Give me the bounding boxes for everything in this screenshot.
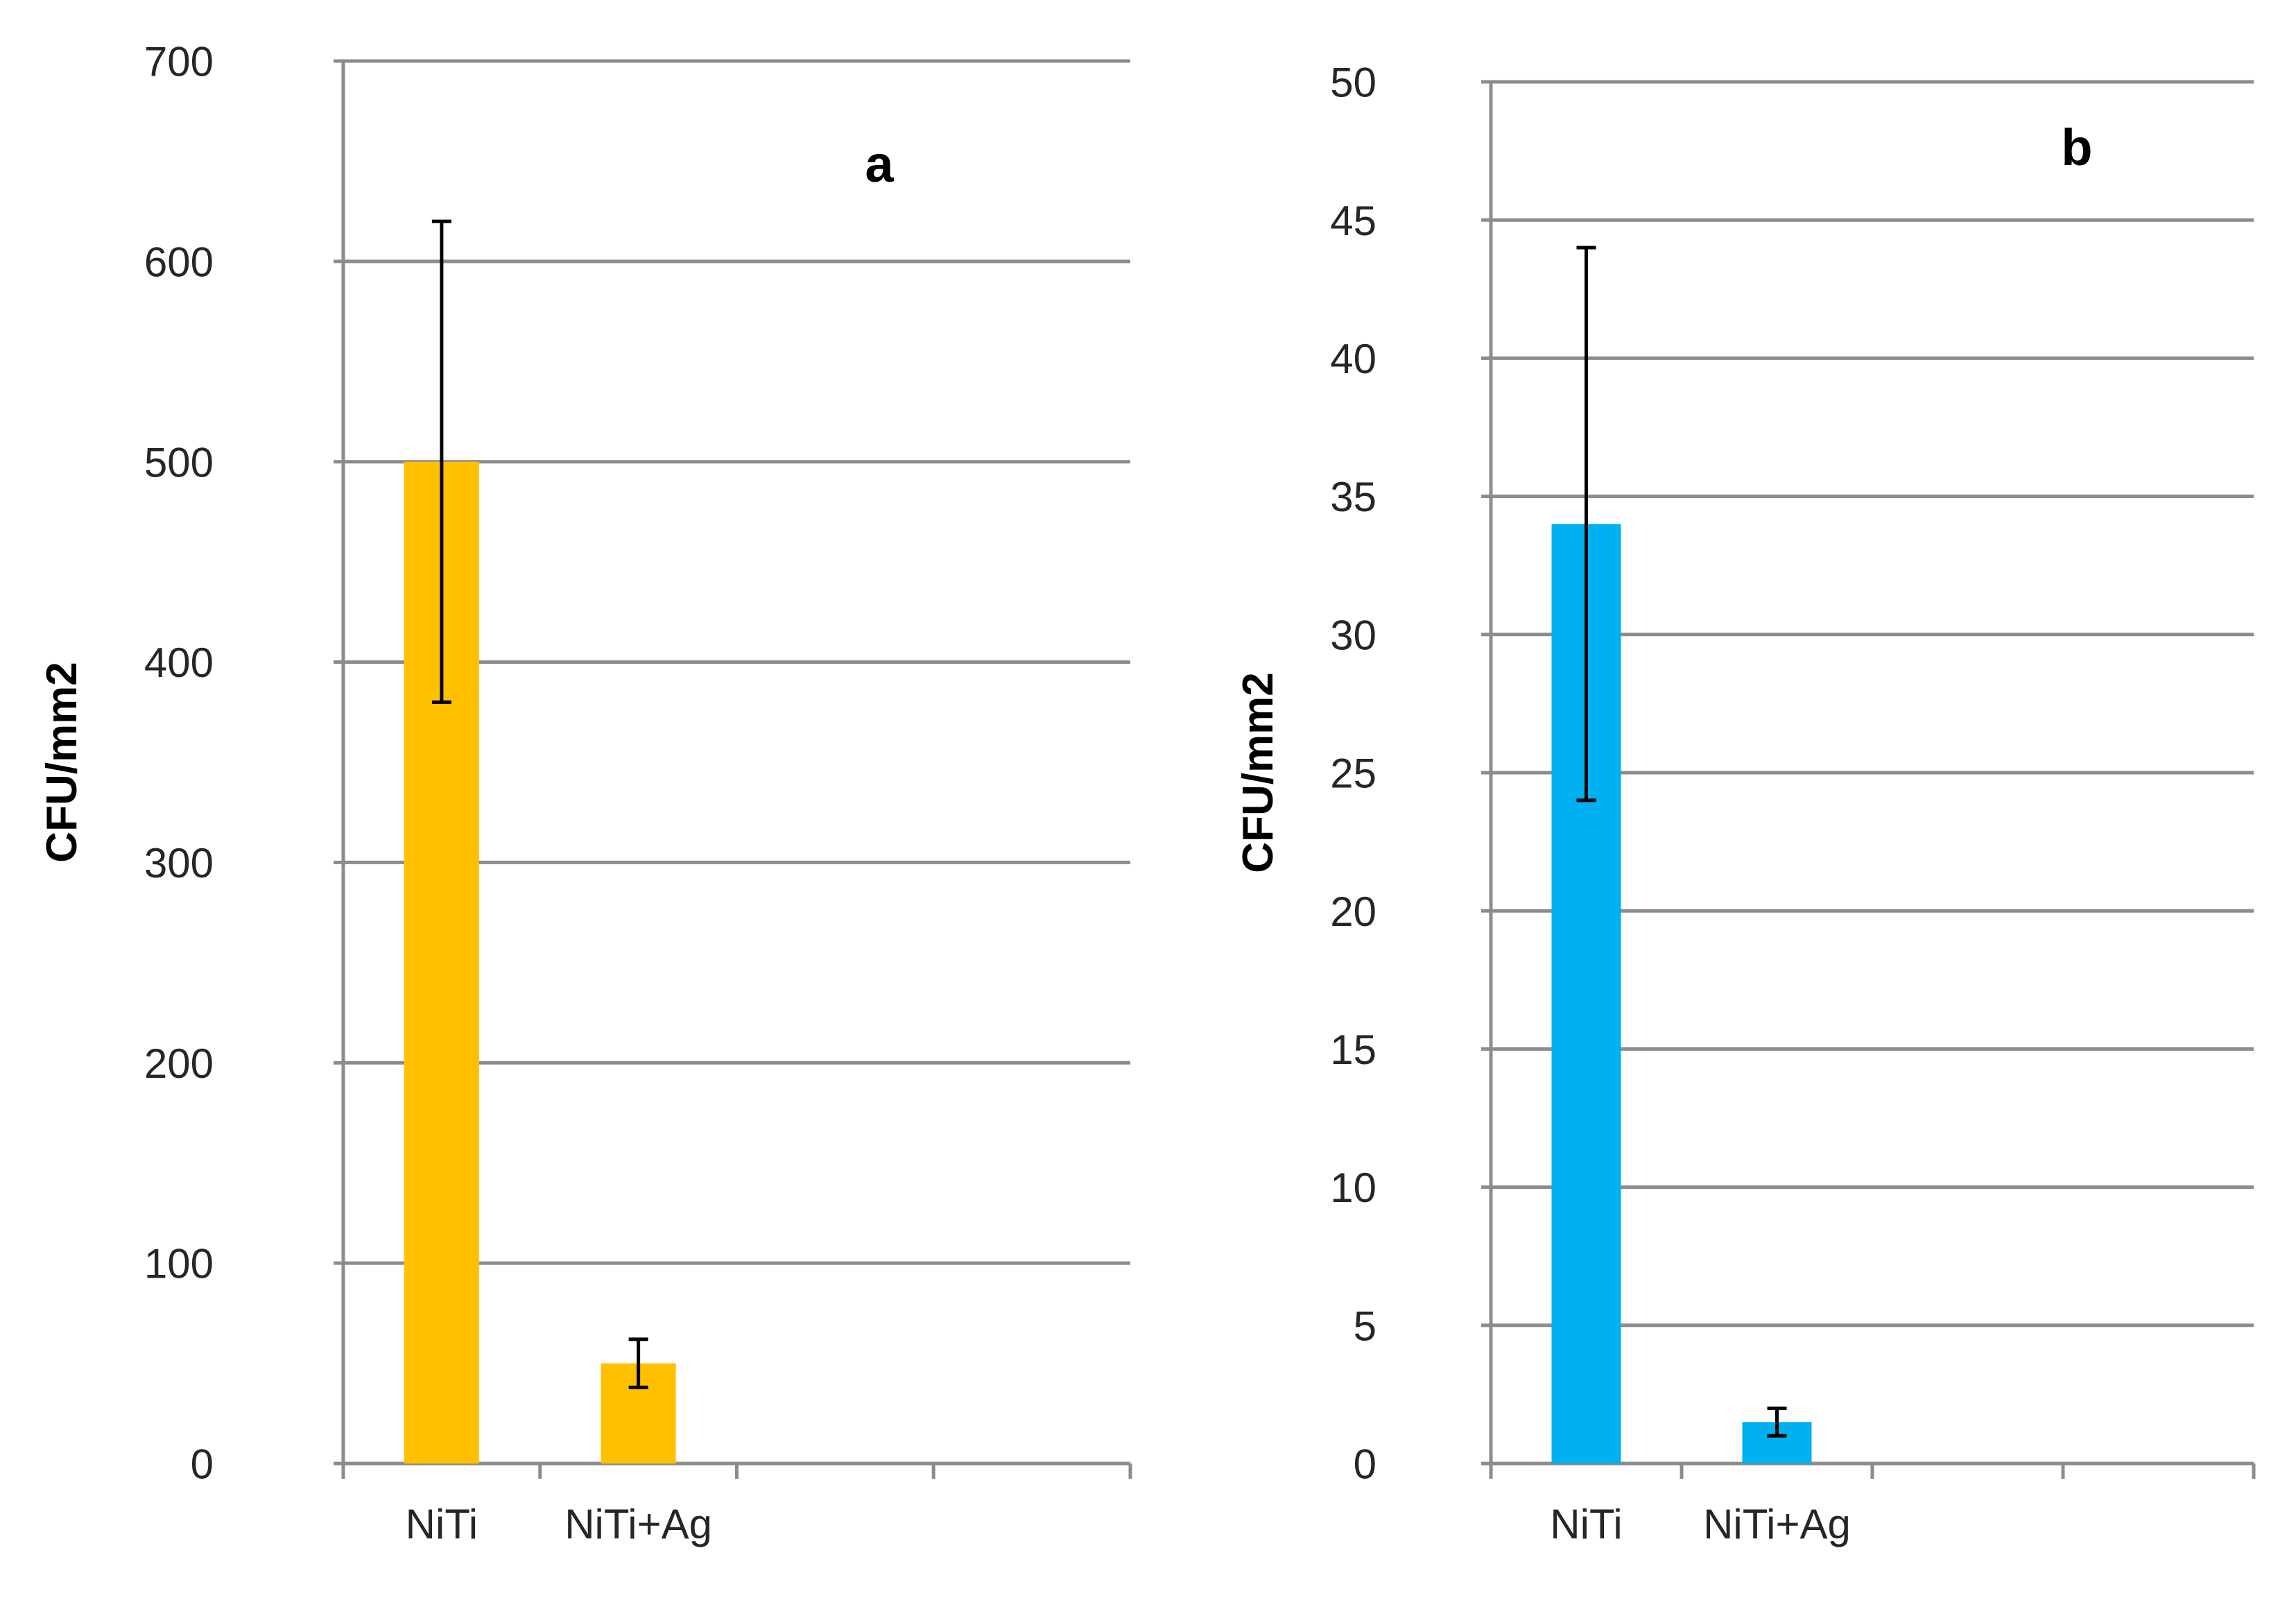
y-tick-label: 400 (144, 640, 214, 686)
x-category-label: NiTi (406, 1501, 478, 1547)
y-tick-label: 500 (144, 439, 214, 486)
y-tick-label: 300 (144, 840, 214, 886)
x-category-label: NiTi+Ag (564, 1501, 712, 1547)
y-tick-label: 0 (1354, 1441, 1376, 1488)
y-tick-label: 45 (1330, 198, 1376, 244)
x-category-label: NiTi (1550, 1501, 1622, 1547)
y-tick-label: 35 (1330, 474, 1376, 520)
y-axis-title: CFU/mm2 (1234, 672, 1282, 873)
y-tick-label: 30 (1330, 612, 1376, 658)
chart-b: 0 5 10 15 20 25 30 35 40 45 50 NiTi NiTi+Ag CFU/mm2 b (1234, 60, 2256, 1547)
y-tick-label: 10 (1330, 1165, 1376, 1211)
y-tick-label: 700 (144, 39, 214, 85)
y-tick-label: 25 (1330, 750, 1376, 797)
y-axis-title: CFU/mm2 (38, 662, 86, 862)
y-tick-label: 100 (144, 1241, 214, 1287)
panel-label: b (2061, 119, 2092, 176)
y-tick-label: 40 (1330, 336, 1376, 382)
y-tick-label: 50 (1330, 60, 1376, 106)
y-tick-label: 5 (1354, 1303, 1376, 1349)
y-tick-label: 0 (191, 1441, 214, 1488)
y-tick-label: 15 (1330, 1027, 1376, 1073)
chart-a: 0 100 200 300 400 500 600 700 NiTi NiTi+Ag CFU/mm2… (38, 39, 1132, 1547)
x-category-label: NiTi+Ag (1703, 1501, 1851, 1547)
panel-label: a (865, 135, 894, 193)
y-tick-label: 20 (1330, 889, 1376, 935)
y-tick-label: 200 (144, 1040, 214, 1087)
y-tick-label: 600 (144, 239, 214, 285)
